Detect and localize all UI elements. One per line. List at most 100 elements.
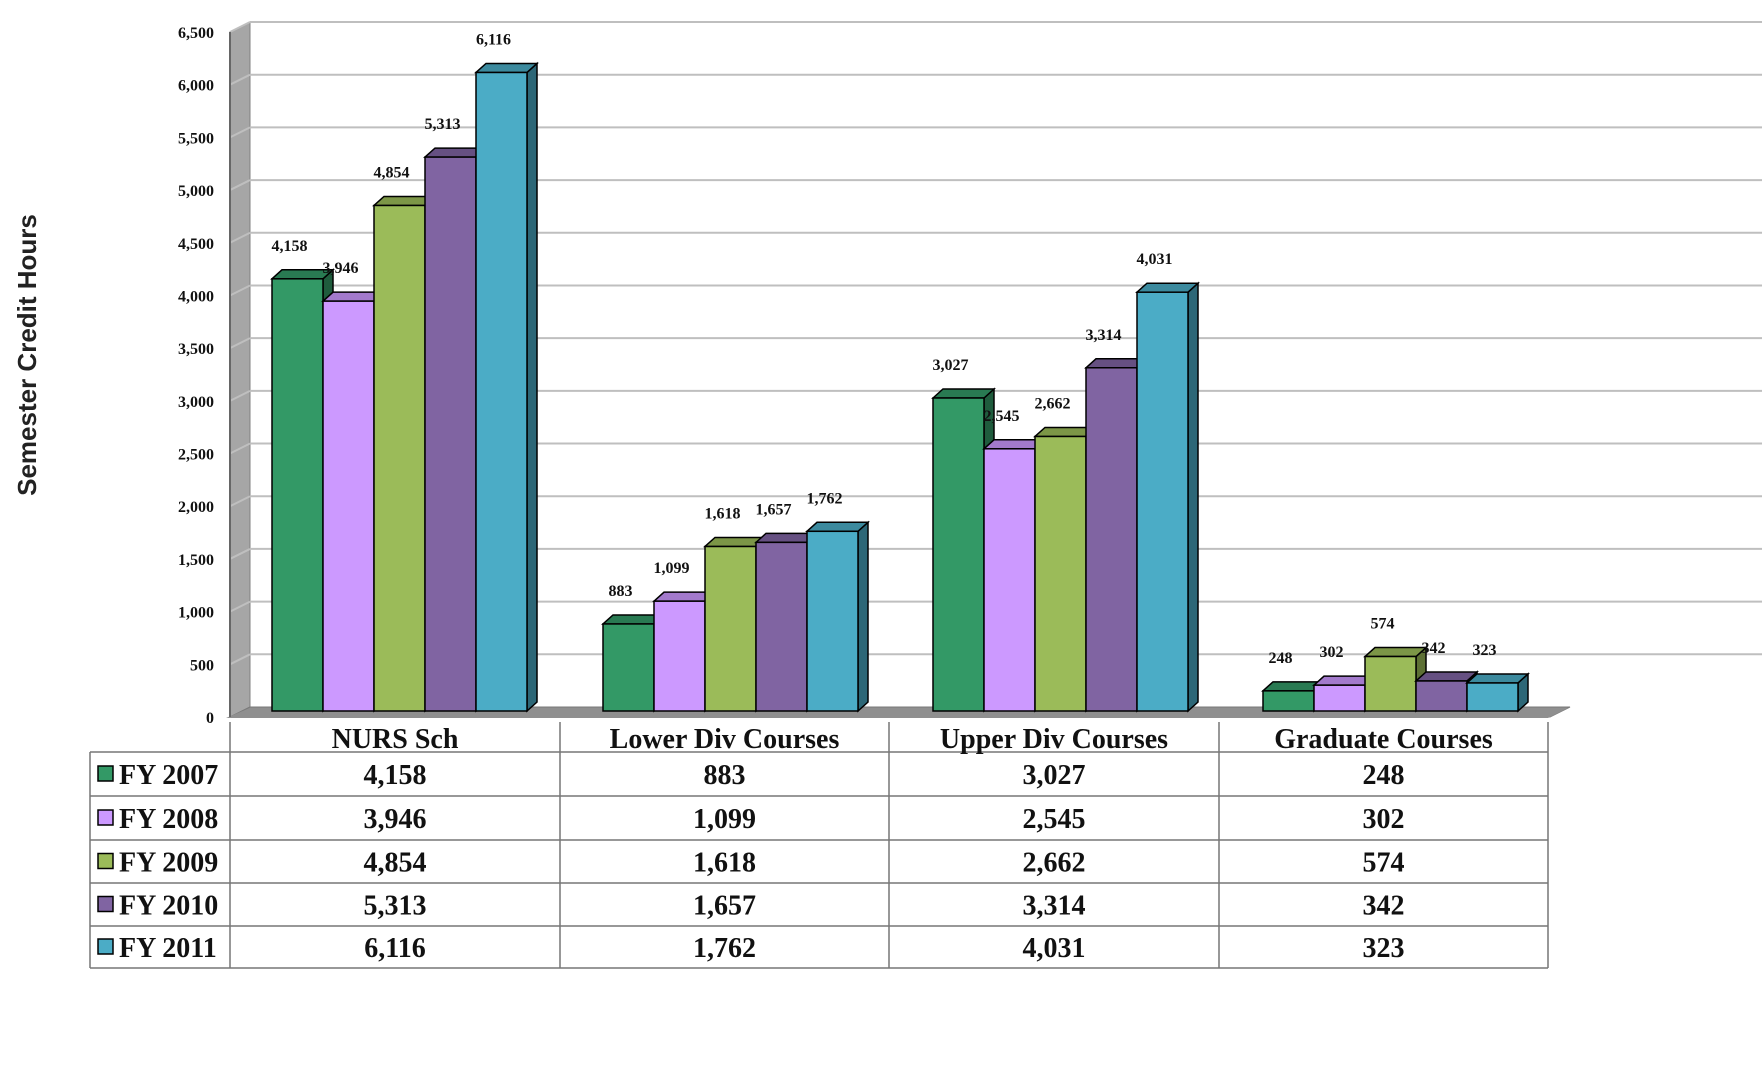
floor-top bbox=[226, 708, 1568, 718]
data-labels: 4,158 883 3,027 248 3,946 1,099 2,545 302 4,854 1… bbox=[272, 31, 1497, 666]
bar-front bbox=[1262, 690, 1315, 712]
data-label: 3,314 bbox=[1086, 327, 1122, 344]
y-axis-title: Semester Credit Hours bbox=[12, 214, 42, 496]
gridline-wall bbox=[229, 337, 251, 350]
category-label: Graduate Courses bbox=[1274, 724, 1493, 755]
y-tick-label: 1,000 bbox=[178, 605, 214, 622]
bar-top bbox=[474, 62, 539, 74]
gridline-wall bbox=[229, 179, 251, 191]
table-cell: 2,662 bbox=[1023, 848, 1086, 879]
bar-front bbox=[932, 397, 985, 712]
gridline-wall bbox=[229, 600, 251, 613]
bar-front bbox=[1136, 291, 1189, 712]
data-label: 4,854 bbox=[374, 164, 410, 181]
bar-front bbox=[475, 71, 528, 712]
bar-front bbox=[424, 156, 477, 712]
legend-label: FY 2008 bbox=[119, 804, 218, 835]
table-cell: 883 bbox=[704, 760, 746, 791]
bar-front bbox=[1034, 435, 1087, 712]
bar-side bbox=[1187, 281, 1199, 713]
data-label: 302 bbox=[1320, 644, 1344, 661]
gridline-wall bbox=[229, 442, 251, 455]
data-label: 342 bbox=[1422, 640, 1446, 657]
table-cell: 4,854 bbox=[364, 848, 427, 879]
side-wall bbox=[229, 21, 251, 718]
bar-front bbox=[755, 541, 808, 712]
gridline-wall bbox=[229, 548, 251, 560]
bar-front bbox=[653, 600, 706, 712]
data-table: NURS Sch Lower Div Courses Upper Div Cours… bbox=[89, 722, 1549, 969]
gridline-wall bbox=[229, 389, 251, 402]
bar-top bbox=[805, 521, 870, 533]
table-cell: 3,946 bbox=[364, 804, 427, 835]
legend-entry: FY 2011 bbox=[97, 933, 217, 964]
y-tick-label: 4,000 bbox=[178, 288, 214, 305]
bar-side bbox=[857, 520, 869, 713]
data-label: 883 bbox=[609, 583, 633, 600]
bar-top bbox=[1363, 646, 1428, 658]
table-cell: 3,314 bbox=[1023, 891, 1086, 922]
table-cell: 2,545 bbox=[1023, 804, 1086, 835]
data-label: 1,657 bbox=[756, 501, 792, 518]
bar-front bbox=[1415, 680, 1468, 712]
gridline-wall bbox=[229, 21, 251, 33]
data-label: 1,618 bbox=[705, 505, 741, 522]
data-label: 3,027 bbox=[933, 357, 969, 374]
y-tick-label: 6,500 bbox=[178, 25, 214, 42]
data-label: 1,762 bbox=[807, 490, 843, 507]
y-tick-label: 0 bbox=[206, 710, 214, 727]
legend-entry: FY 2010 bbox=[97, 891, 218, 922]
data-label: 5,313 bbox=[425, 116, 461, 133]
data-label: 2,545 bbox=[984, 408, 1020, 425]
bar-top bbox=[931, 388, 996, 399]
table-cell: 323 bbox=[1363, 933, 1405, 964]
table-cell: 4,031 bbox=[1023, 933, 1086, 964]
category-label: Upper Div Courses bbox=[940, 724, 1168, 755]
legend-entry: FY 2008 bbox=[97, 804, 218, 835]
bar-front bbox=[271, 278, 324, 712]
bar bbox=[1135, 281, 1200, 713]
bar-top bbox=[1135, 282, 1200, 293]
gridline-wall bbox=[229, 653, 251, 666]
table-cell: 1,618 bbox=[693, 848, 756, 879]
table-cell: 4,158 bbox=[364, 760, 427, 791]
table-cell: 6,116 bbox=[364, 933, 425, 964]
y-tick-label: 3,000 bbox=[178, 394, 214, 411]
legend-label: FY 2007 bbox=[119, 760, 218, 791]
legend-swatch bbox=[97, 852, 114, 870]
bar-front bbox=[983, 448, 1036, 712]
bar-front bbox=[1085, 367, 1138, 712]
y-tick-label: 1,500 bbox=[178, 552, 214, 569]
bar-side bbox=[526, 61, 538, 713]
category-label: NURS Sch bbox=[332, 724, 459, 755]
y-tick-label: 5,500 bbox=[178, 130, 214, 147]
table-cell: 574 bbox=[1363, 848, 1405, 879]
bar-front bbox=[704, 545, 757, 712]
y-tick-label: 2,500 bbox=[178, 447, 214, 464]
data-label: 323 bbox=[1473, 642, 1497, 659]
gridline-wall bbox=[229, 495, 251, 508]
data-label: 4,158 bbox=[272, 238, 308, 255]
bar bbox=[1465, 672, 1530, 713]
gridline-wall bbox=[229, 284, 251, 297]
table-cell: 248 bbox=[1363, 760, 1405, 791]
legend-label: FY 2009 bbox=[119, 848, 218, 879]
table-cell: 1,657 bbox=[693, 891, 756, 922]
table-cell: 302 bbox=[1363, 804, 1405, 835]
legend-swatch bbox=[97, 895, 114, 913]
data-label: 574 bbox=[1371, 616, 1395, 633]
y-tick-label: 6,000 bbox=[178, 78, 214, 95]
legend-label: FY 2011 bbox=[119, 933, 217, 964]
table-cell: 3,027 bbox=[1023, 760, 1086, 791]
data-label: 1,099 bbox=[654, 560, 690, 577]
bar-front bbox=[806, 530, 859, 712]
legend-entry: FY 2007 bbox=[97, 760, 218, 791]
bar-top bbox=[1465, 673, 1530, 684]
data-label: 248 bbox=[1269, 650, 1293, 667]
bar-front bbox=[1313, 684, 1366, 712]
legend-swatch bbox=[97, 938, 114, 955]
data-label: 3,946 bbox=[323, 260, 359, 277]
table-cell: 342 bbox=[1363, 891, 1405, 922]
y-tick-label: 2,000 bbox=[178, 499, 214, 516]
